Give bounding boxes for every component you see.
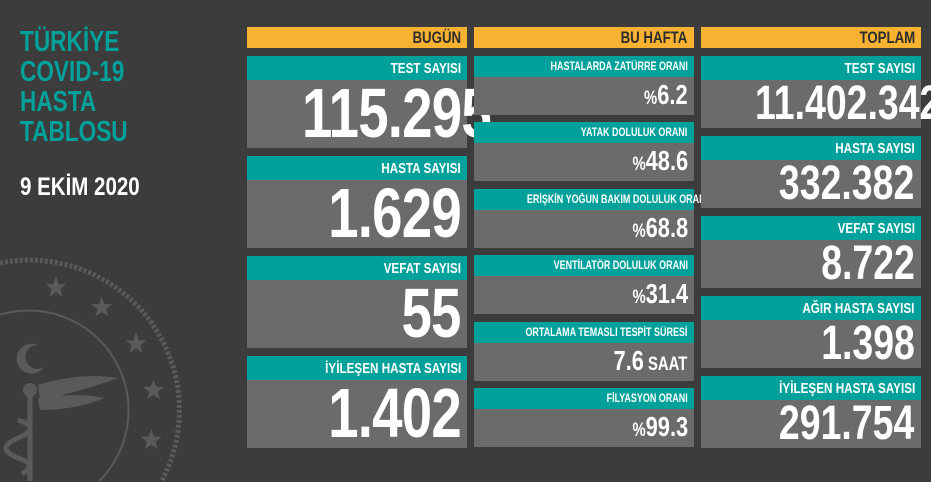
stat-value: %99.3 bbox=[474, 409, 694, 449]
stat-label-text: TEST SAYISI bbox=[390, 60, 461, 77]
stat-label-text: FİLYASYON ORANI bbox=[606, 393, 688, 405]
stat-value-text: 291.754 bbox=[779, 397, 915, 450]
stat-value-prefix: % bbox=[632, 154, 646, 175]
stat-value-text: 55 bbox=[401, 274, 462, 352]
title-line: COVID-19 bbox=[20, 56, 125, 88]
stat-value-value: 7.6 bbox=[614, 345, 645, 376]
stat-label: VEFAT SAYISI bbox=[247, 256, 467, 280]
week-header: BU HAFTA bbox=[474, 27, 694, 48]
stat-value-text: 1.402 bbox=[328, 374, 462, 452]
title-line: TÜRKİYE bbox=[20, 26, 120, 58]
stat-value: 291.754 bbox=[701, 400, 921, 448]
today-header: BUGÜN bbox=[247, 27, 467, 48]
report-date: 9 EKİM 2020 bbox=[20, 173, 140, 201]
stat-value-value: 48.6 bbox=[645, 145, 688, 176]
stat-card: HASTALARDA ZATÜRRE ORANI %6.2 bbox=[474, 56, 694, 115]
star-icon bbox=[140, 429, 162, 450]
stat-label-text: ORTALAMA TEMASLI TESPİT SÜRESİ bbox=[525, 327, 688, 339]
star-icon bbox=[125, 332, 147, 353]
stat-label: HASTA SAYISI bbox=[701, 136, 921, 160]
stat-label-text: İYİLEŞEN HASTA SAYISI bbox=[778, 380, 915, 397]
stat-value-suffix: SAAT bbox=[644, 354, 688, 375]
stat-card: FİLYASYON ORANI %99.3 bbox=[474, 388, 694, 447]
stat-label-text: VENTİLATÖR DOLULUK ORANI bbox=[553, 260, 688, 272]
star-icon bbox=[91, 296, 113, 317]
stat-label: AĞIR HASTA SAYISI bbox=[701, 296, 921, 320]
star-icon bbox=[143, 379, 164, 400]
stat-value: 1.629 bbox=[247, 174, 467, 252]
stat-card: VEFAT SAYISI 8.722 bbox=[701, 216, 921, 288]
stat-value-text: 332.382 bbox=[779, 157, 915, 210]
stat-value-value: 99.3 bbox=[645, 411, 688, 442]
stat-card: TEST SAYISI 11.402.342 bbox=[701, 56, 931, 128]
stat-card: HASTA SAYISI 332.382 bbox=[701, 136, 921, 208]
stat-card: AĞIR HASTA SAYISI 1.398 bbox=[701, 296, 921, 368]
page-title: TÜRKİYE COVID-19 HASTA TABLOSU bbox=[20, 27, 128, 147]
stat-card: TEST SAYISI 115.295 bbox=[247, 56, 492, 148]
stat-label: TEST SAYISI bbox=[701, 56, 921, 80]
stat-value-text: 115.295 bbox=[302, 74, 492, 152]
stat-value: %68.8 bbox=[474, 210, 694, 250]
stat-label-text: VEFAT SAYISI bbox=[837, 220, 915, 237]
stat-card: İYİLEŞEN HASTA SAYISI 291.754 bbox=[701, 376, 921, 448]
stat-value-value: 68.8 bbox=[645, 212, 688, 243]
stat-value: 115.295 bbox=[247, 78, 492, 148]
stat-card: YATAK DOLULUK ORANI %48.6 bbox=[474, 122, 694, 181]
stat-card: HASTA SAYISI 1.629 bbox=[247, 156, 467, 248]
stat-value: 55 bbox=[247, 274, 467, 352]
stat-label: YATAK DOLULUK ORANI bbox=[474, 122, 694, 143]
stat-label-text: YATAK DOLULUK ORANI bbox=[581, 127, 688, 139]
stat-label: İYİLEŞEN HASTA SAYISI bbox=[701, 376, 921, 400]
stat-value: 8.722 bbox=[701, 240, 921, 288]
stat-label-text: HASTA SAYISI bbox=[835, 140, 915, 157]
star-icon bbox=[45, 276, 67, 297]
stat-value-prefix: % bbox=[632, 287, 646, 308]
stat-value-value: 31.4 bbox=[645, 278, 688, 309]
stat-value: 11.402.342 bbox=[701, 80, 931, 128]
stat-label-text: İYİLEŞEN HASTA SAYISI bbox=[324, 360, 461, 377]
stat-label: TEST SAYISI bbox=[247, 56, 467, 80]
stat-label-text: HASTA SAYISI bbox=[381, 160, 461, 177]
stat-value-text: 11.402.342 bbox=[755, 77, 931, 130]
stat-value-prefix: % bbox=[632, 420, 646, 441]
title-line: TABLOSU bbox=[20, 116, 128, 148]
stat-value: 7.6 SAAT bbox=[474, 343, 694, 383]
stat-card: İYİLEŞEN HASTA SAYISI 1.402 bbox=[247, 356, 467, 448]
stat-value: 1.402 bbox=[247, 374, 467, 452]
stat-label: ORTALAMA TEMASLI TESPİT SÜRESİ bbox=[474, 322, 694, 343]
stat-card: ORTALAMA TEMASLI TESPİT SÜRESİ 7.6 SAAT bbox=[474, 322, 694, 381]
stat-label: HASTA SAYISI bbox=[247, 156, 467, 180]
stat-card: VENTİLATÖR DOLULUK ORANI %31.4 bbox=[474, 255, 694, 314]
header-label: BU HAFTA bbox=[620, 28, 688, 47]
stat-value-text: 8.722 bbox=[821, 237, 915, 290]
stat-label-text: TEST SAYISI bbox=[844, 60, 915, 77]
stat-label: HASTALARDA ZATÜRRE ORANI bbox=[474, 56, 694, 77]
stat-card: ERİŞKİN YOĞUN BAKIM DOLULUK ORANI %68.8 bbox=[474, 189, 708, 250]
stat-label: ERİŞKİN YOĞUN BAKIM DOLULUK ORANI bbox=[474, 189, 708, 210]
stat-label: VENTİLATÖR DOLULUK ORANI bbox=[474, 255, 694, 276]
total-header: TOPLAM bbox=[701, 27, 921, 48]
stat-card: VEFAT SAYISI 55 bbox=[247, 256, 467, 348]
ministry-of-health-emblem-icon bbox=[0, 257, 182, 482]
stat-value: %48.6 bbox=[474, 143, 694, 183]
stat-value: 1.398 bbox=[701, 320, 921, 368]
stat-label-text: VEFAT SAYISI bbox=[383, 260, 461, 277]
stat-label: İYİLEŞEN HASTA SAYISI bbox=[247, 356, 467, 380]
stat-label-text: AĞIR HASTA SAYISI bbox=[802, 300, 915, 317]
stat-value-value: 6.2 bbox=[657, 79, 688, 110]
stat-label-text: ERİŞKİN YOĞUN BAKIM DOLULUK ORANI bbox=[526, 194, 709, 206]
header-label: TOPLAM bbox=[859, 28, 915, 47]
stat-value: 332.382 bbox=[701, 160, 921, 208]
stat-value: %31.4 bbox=[474, 276, 694, 316]
stat-value: %6.2 bbox=[474, 77, 694, 117]
stat-label-text: HASTALARDA ZATÜRRE ORANI bbox=[550, 61, 688, 73]
stat-value-prefix: % bbox=[644, 88, 658, 109]
stat-value-text: 1.629 bbox=[328, 174, 462, 252]
header-label: BUGÜN bbox=[412, 28, 461, 47]
stat-value-text: 1.398 bbox=[821, 317, 915, 370]
title-line: HASTA bbox=[20, 86, 97, 118]
stat-value-prefix: % bbox=[632, 221, 646, 242]
stat-label: VEFAT SAYISI bbox=[701, 216, 921, 240]
stat-label: FİLYASYON ORANI bbox=[474, 388, 694, 409]
